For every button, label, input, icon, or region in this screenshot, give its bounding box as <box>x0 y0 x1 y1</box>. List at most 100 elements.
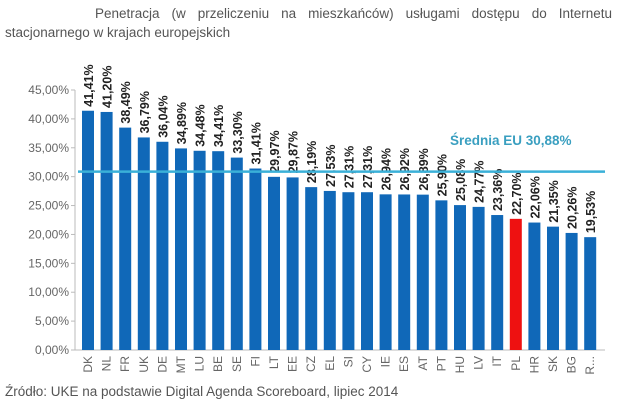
bar-LT <box>268 176 280 350</box>
x-tick-label-NL: NL <box>100 356 114 372</box>
x-tick-label-IT: IT <box>490 355 504 366</box>
bar-UK <box>137 137 150 350</box>
source-note: Źródło: UKE na podstawie Digital Agenda … <box>5 384 399 399</box>
x-tick-label-SI: SI <box>341 356 355 367</box>
y-tick-label: 45,00% <box>28 83 69 97</box>
data-label-AT: 26,89% <box>417 148 431 190</box>
x-tick-label-SK: SK <box>546 356 560 372</box>
data-label-CZ: 28,19% <box>305 141 319 183</box>
x-tick-label-AT: AT <box>416 355 430 370</box>
bar-R... <box>584 237 597 350</box>
data-label-LT: 29,97% <box>268 130 282 172</box>
bar-BE <box>212 151 225 350</box>
data-label-EE: 29,87% <box>287 131 301 173</box>
data-label-BE: 34,41% <box>212 105 226 147</box>
x-tick-label-HU: HU <box>453 356 467 373</box>
data-label-IT: 23,36% <box>491 169 505 211</box>
data-label-MT: 34,89% <box>175 102 189 144</box>
data-label-ES: 26,92% <box>398 148 412 190</box>
bar-NL <box>100 111 113 350</box>
bar-EL <box>323 190 336 350</box>
data-label-EL: 27,53% <box>324 145 338 187</box>
data-label-PT: 25,90% <box>435 154 449 196</box>
data-label-LU: 34,48% <box>194 104 208 146</box>
y-tick-label: 15,00% <box>28 256 69 270</box>
x-tick-label-R...: R... <box>583 356 597 375</box>
data-label-SI: 27,31% <box>342 146 356 188</box>
x-tick-label-FI: FI <box>248 356 262 367</box>
data-label-R...: 19,53% <box>584 191 598 233</box>
bar-BG <box>565 232 578 350</box>
bar-CZ <box>305 187 318 350</box>
x-tick-label-PT: PT <box>434 355 448 371</box>
data-label-SK: 21,35% <box>547 180 561 222</box>
y-tick-label: 0,00% <box>35 343 69 357</box>
x-tick-label-BG: BG <box>565 356 579 373</box>
average-label: Średnia EU 30,88% <box>450 133 572 148</box>
data-label-DE: 36,04% <box>156 95 170 137</box>
y-tick-label: 20,00% <box>28 227 69 241</box>
x-tick-label-PL: PL <box>509 356 523 371</box>
x-tick-label-SE: SE <box>230 356 244 372</box>
data-label-FI: 31,41% <box>249 122 263 164</box>
x-tick-label-EE: EE <box>286 356 300 372</box>
y-tick-label: 10,00% <box>28 285 69 299</box>
x-tick-label-DK: DK <box>81 356 95 373</box>
bar-IE <box>379 194 392 350</box>
bar-CY <box>361 192 373 350</box>
bar-IT <box>491 215 504 350</box>
x-tick-label-ES: ES <box>397 356 411 372</box>
x-tick-label-DE: DE <box>155 356 169 373</box>
chart-title-line1: Penetracja (w przeliczeniu na mieszkańcó… <box>95 6 612 21</box>
y-tick-label: 5,00% <box>35 314 69 328</box>
x-tick-label-LV: LV <box>472 356 486 370</box>
data-label-UK: 36,79% <box>138 91 152 133</box>
bar-SK <box>547 226 559 350</box>
bar-SE <box>230 157 243 350</box>
bar-LV <box>472 206 485 350</box>
y-tick-label: 30,00% <box>28 170 69 184</box>
y-tick-label: 25,00% <box>28 199 69 213</box>
bar-LU <box>193 150 206 350</box>
bar-HR <box>528 222 541 350</box>
data-label-SE: 33,30% <box>231 111 245 153</box>
bar-MT <box>175 148 187 350</box>
data-label-HU: 25,08% <box>454 159 468 201</box>
data-label-LV: 24,77% <box>473 160 487 202</box>
bar-ES <box>398 194 411 350</box>
bar-FI <box>249 168 262 350</box>
chart-title-line2: stacjonarnego w krajach europejskich <box>5 25 231 40</box>
x-tick-label-MT: MT <box>174 355 188 373</box>
bar-EE <box>286 177 299 350</box>
bar-FR <box>119 127 132 350</box>
data-label-BG: 20,26% <box>566 187 580 229</box>
x-tick-label-CZ: CZ <box>304 356 318 372</box>
data-label-NL: 41,20% <box>101 66 115 108</box>
y-tick-label: 40,00% <box>28 112 69 126</box>
data-label-FR: 38,49% <box>119 81 133 123</box>
x-tick-label-CY: CY <box>360 356 374 373</box>
x-tick-label-LT: LT <box>267 355 281 369</box>
x-tick-label-UK: UK <box>137 356 151 373</box>
data-label-DK: 41,41% <box>82 64 96 106</box>
bar-PT <box>435 200 448 350</box>
x-tick-label-BE: BE <box>211 356 225 372</box>
x-tick-label-EL: EL <box>323 356 337 371</box>
bar-HU <box>454 205 466 350</box>
y-tick-label: 35,00% <box>28 141 69 155</box>
data-label-HR: 22,06% <box>528 176 542 218</box>
x-tick-label-IE: IE <box>379 356 393 367</box>
bar-SI <box>342 192 355 350</box>
bar-AT <box>416 194 429 350</box>
x-tick-label-LU: LU <box>193 356 207 371</box>
bar-DK <box>82 110 94 351</box>
x-tick-label-FR: FR <box>118 356 132 372</box>
x-tick-label-HR: HR <box>527 356 541 374</box>
data-label-CY: 27,31% <box>361 146 375 188</box>
data-label-IE: 26,94% <box>380 148 394 190</box>
data-label-PL: 22,70% <box>510 172 524 214</box>
bar-DE <box>156 141 169 350</box>
bar-PL <box>509 218 522 350</box>
